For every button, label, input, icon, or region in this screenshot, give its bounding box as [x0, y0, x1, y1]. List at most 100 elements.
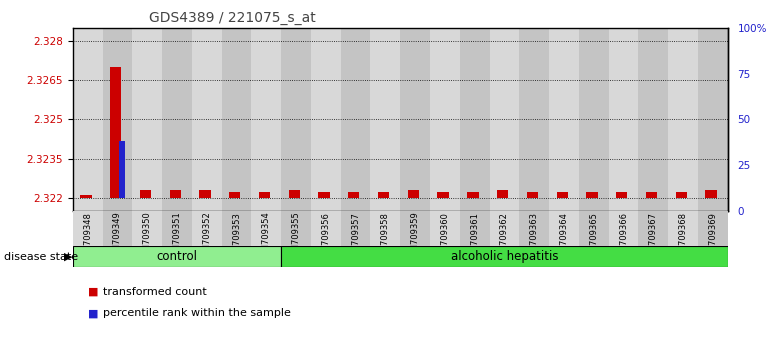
Bar: [139, 190, 151, 198]
Bar: [609, 211, 638, 246]
Text: GSM709350: GSM709350: [142, 212, 152, 262]
Text: GSM709357: GSM709357: [351, 212, 360, 263]
Bar: [162, 211, 192, 246]
Bar: [467, 192, 479, 198]
FancyBboxPatch shape: [73, 246, 281, 267]
Bar: [348, 192, 359, 198]
Bar: [519, 211, 549, 246]
Bar: [103, 211, 133, 246]
Bar: [698, 28, 728, 211]
Text: GSM709348: GSM709348: [83, 212, 92, 263]
Text: GDS4389 / 221075_s_at: GDS4389 / 221075_s_at: [149, 11, 316, 25]
Bar: [311, 28, 341, 211]
Bar: [133, 211, 162, 246]
Bar: [371, 211, 401, 246]
Text: GSM709358: GSM709358: [381, 212, 390, 263]
Text: GSM709356: GSM709356: [321, 212, 330, 263]
Bar: [80, 195, 91, 198]
Bar: [199, 190, 211, 198]
Bar: [430, 211, 460, 246]
Bar: [341, 28, 371, 211]
Text: transformed count: transformed count: [103, 287, 207, 297]
Text: GSM709359: GSM709359: [411, 212, 420, 262]
Bar: [311, 211, 341, 246]
Bar: [73, 211, 103, 246]
Text: percentile rank within the sample: percentile rank within the sample: [103, 308, 291, 318]
Bar: [676, 192, 687, 198]
Bar: [192, 211, 221, 246]
Bar: [229, 192, 241, 198]
Bar: [289, 190, 300, 198]
Text: GSM709352: GSM709352: [202, 212, 211, 262]
Bar: [489, 211, 519, 246]
Bar: [73, 28, 103, 211]
Bar: [579, 211, 609, 246]
Bar: [341, 211, 371, 246]
Bar: [668, 28, 698, 211]
Text: control: control: [156, 250, 198, 263]
Bar: [586, 192, 597, 198]
Bar: [162, 28, 192, 211]
Text: GSM709366: GSM709366: [619, 212, 628, 263]
Bar: [519, 28, 549, 211]
Bar: [430, 28, 460, 211]
Text: GSM709367: GSM709367: [649, 212, 658, 263]
Bar: [549, 28, 579, 211]
Text: ▶: ▶: [64, 252, 72, 262]
Bar: [192, 28, 221, 211]
Bar: [221, 28, 251, 211]
Bar: [497, 190, 509, 198]
Bar: [221, 211, 251, 246]
Bar: [281, 28, 311, 211]
Bar: [281, 211, 311, 246]
Bar: [371, 28, 401, 211]
Bar: [378, 192, 389, 198]
Bar: [638, 211, 668, 246]
Text: GSM709364: GSM709364: [559, 212, 568, 263]
Text: disease state: disease state: [4, 252, 78, 262]
Bar: [169, 190, 181, 198]
Bar: [119, 141, 126, 198]
Bar: [489, 28, 519, 211]
Bar: [527, 192, 538, 198]
Text: GSM709360: GSM709360: [440, 212, 450, 263]
FancyBboxPatch shape: [281, 246, 728, 267]
Bar: [646, 192, 657, 198]
Bar: [259, 192, 270, 198]
Text: GSM709369: GSM709369: [709, 212, 717, 263]
Bar: [460, 28, 489, 211]
Text: GSM709353: GSM709353: [232, 212, 241, 263]
Text: GSM709361: GSM709361: [470, 212, 480, 263]
Bar: [251, 28, 281, 211]
Bar: [103, 28, 133, 211]
Bar: [609, 28, 638, 211]
Bar: [549, 211, 579, 246]
Text: GSM709365: GSM709365: [589, 212, 598, 263]
Text: GSM709368: GSM709368: [679, 212, 688, 263]
Bar: [557, 192, 568, 198]
Bar: [319, 192, 329, 198]
Bar: [460, 211, 489, 246]
Bar: [251, 211, 281, 246]
Bar: [110, 67, 121, 198]
Text: alcoholic hepatitis: alcoholic hepatitis: [450, 250, 558, 263]
Text: GSM709354: GSM709354: [262, 212, 270, 262]
Bar: [579, 28, 609, 211]
Bar: [437, 192, 449, 198]
Bar: [408, 190, 419, 198]
Bar: [401, 211, 430, 246]
Bar: [705, 190, 717, 198]
Text: ■: ■: [88, 308, 99, 318]
Bar: [401, 28, 430, 211]
Bar: [698, 211, 728, 246]
Bar: [638, 28, 668, 211]
Text: GSM709355: GSM709355: [292, 212, 300, 262]
Text: GSM709362: GSM709362: [500, 212, 509, 263]
Text: GSM709351: GSM709351: [172, 212, 182, 262]
Text: GSM709363: GSM709363: [530, 212, 538, 263]
Text: ■: ■: [88, 287, 99, 297]
Text: GSM709349: GSM709349: [113, 212, 122, 262]
Bar: [133, 28, 162, 211]
Bar: [668, 211, 698, 246]
Bar: [616, 192, 627, 198]
